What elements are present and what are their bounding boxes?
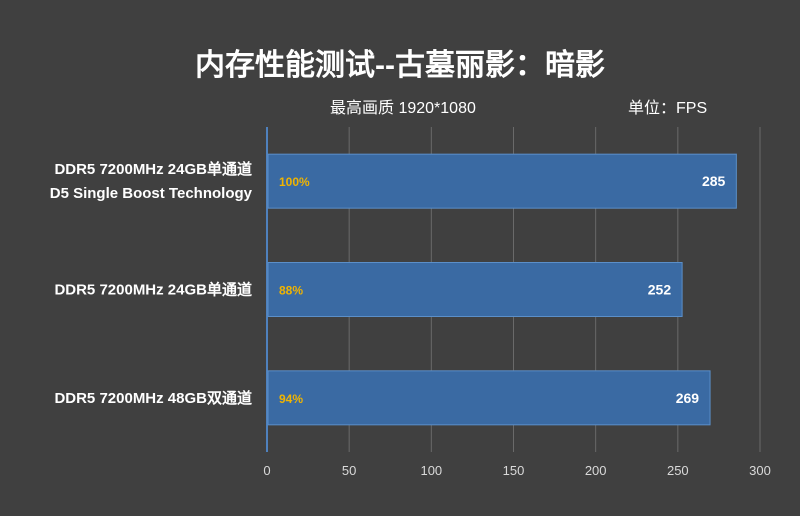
chart-title: 内存性能测试--古墓丽影：暗影 — [195, 49, 605, 82]
bar-percent-label: 88% — [279, 284, 303, 298]
x-tick-label: 200 — [585, 463, 607, 478]
bar-value-label: 252 — [648, 282, 672, 298]
category-label: D5 Single Boost Technology — [50, 185, 253, 202]
x-tick-label: 150 — [503, 463, 525, 478]
bar-value-label: 285 — [702, 173, 726, 189]
bar-percent-label: 100% — [279, 175, 310, 189]
x-tick-label: 100 — [420, 463, 442, 478]
bar — [267, 262, 683, 317]
bar — [267, 370, 711, 426]
bar-value-label: 269 — [676, 390, 700, 406]
category-label: DDR5 7200MHz 24GB单通道 — [54, 281, 252, 299]
bar-percent-label: 94% — [279, 392, 303, 406]
x-tick-label: 0 — [263, 463, 270, 478]
unit-label: 单位：FPS — [628, 100, 708, 117]
x-tick-label: 50 — [342, 463, 356, 478]
category-label: DDR5 7200MHz 48GB双通道 — [54, 389, 252, 407]
category-label: DDR5 7200MHz 24GB单通道 — [54, 160, 252, 178]
x-tick-label: 250 — [667, 463, 689, 478]
bar — [267, 153, 737, 209]
x-tick-label: 300 — [749, 463, 771, 478]
chart-subtitle: 最高画质 1920*1080 — [330, 100, 476, 117]
